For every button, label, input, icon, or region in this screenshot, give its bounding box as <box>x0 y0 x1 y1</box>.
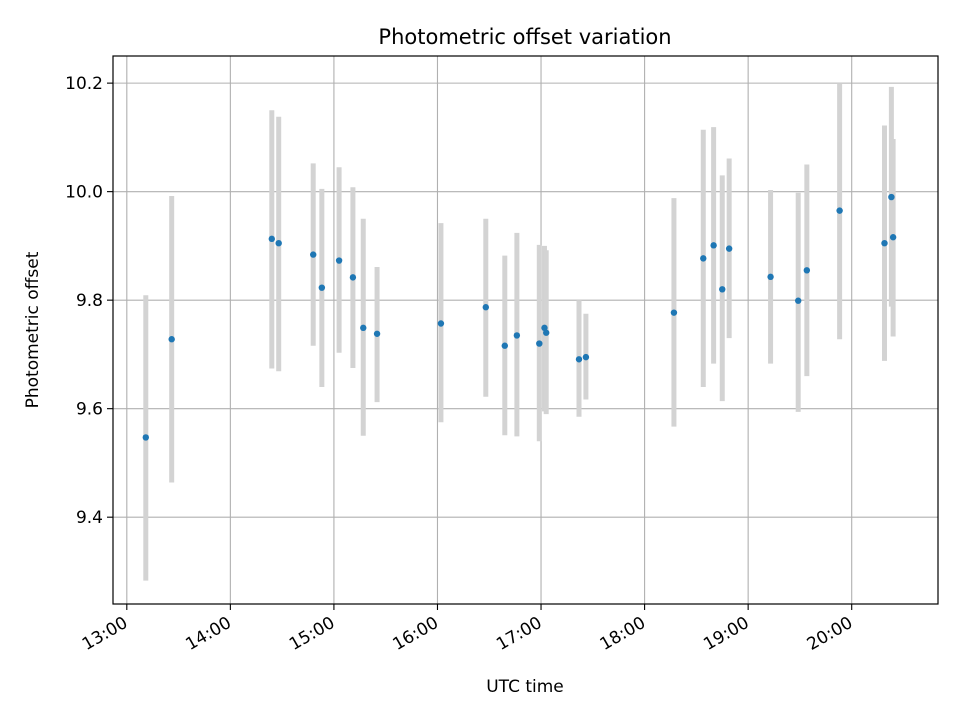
data-point <box>719 286 726 293</box>
data-point <box>373 330 381 337</box>
data-point <box>513 332 521 339</box>
data-point <box>142 434 149 441</box>
data-point <box>836 207 843 214</box>
data-point <box>168 336 175 343</box>
data-point <box>543 329 550 336</box>
chart-title: Photometric offset variation <box>378 25 671 49</box>
y-tick-label: 10.0 <box>65 183 103 203</box>
data-point <box>700 255 707 262</box>
data-point <box>725 245 733 252</box>
data-point <box>268 235 275 243</box>
data-point <box>482 304 490 311</box>
data-point <box>575 356 583 363</box>
data-point <box>767 273 774 281</box>
y-axis-label: Photometric offset <box>23 251 43 408</box>
data-point <box>889 234 897 241</box>
data-point <box>501 342 508 349</box>
data-point <box>541 324 548 332</box>
data-point <box>335 257 343 264</box>
data-point <box>710 242 717 249</box>
data-points <box>142 193 897 441</box>
data-point <box>536 340 543 347</box>
y-tick-label: 9.6 <box>76 400 103 420</box>
data-point <box>310 251 317 258</box>
data-point <box>318 284 326 291</box>
data-point <box>582 353 590 361</box>
data-point <box>360 324 367 332</box>
y-axis: 9.4 9.6 9.8 10.0 10.2 <box>65 74 113 528</box>
data-point <box>349 274 357 281</box>
y-tick-label: 10.2 <box>65 74 103 94</box>
data-point <box>670 309 678 316</box>
data-point <box>275 239 282 247</box>
y-tick-label: 9.8 <box>76 291 103 311</box>
data-point <box>888 193 895 201</box>
data-point <box>803 267 811 274</box>
x-axis-label: UTC time <box>486 677 564 697</box>
data-point <box>881 239 888 247</box>
data-point <box>794 297 802 304</box>
plot-area-frame <box>112 55 939 605</box>
y-tick-label: 9.4 <box>76 508 103 528</box>
data-point <box>437 320 445 327</box>
